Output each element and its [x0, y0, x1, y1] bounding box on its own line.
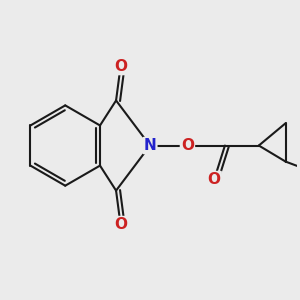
Text: O: O	[181, 138, 194, 153]
Text: O: O	[114, 59, 127, 74]
Text: O: O	[208, 172, 221, 187]
Text: N: N	[144, 138, 156, 153]
Text: O: O	[114, 217, 127, 232]
